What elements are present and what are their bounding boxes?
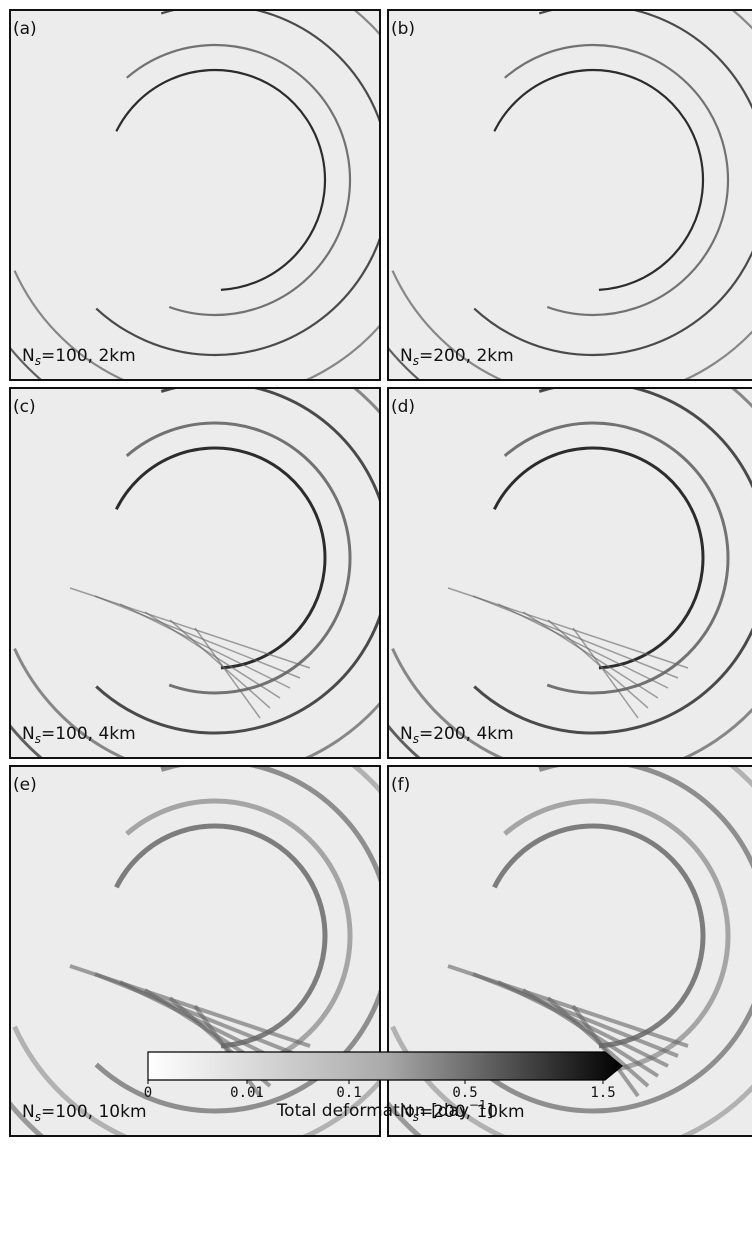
label-base: N: [22, 1102, 35, 1122]
label-sup: −1: [469, 1098, 487, 1112]
panel-label: Ns=100, 10km: [22, 1102, 147, 1124]
panel-letter: (e): [13, 775, 37, 795]
panel-letter: (f): [391, 775, 410, 795]
label-rest: =200, 2km: [419, 346, 514, 366]
label-base: N: [400, 724, 413, 744]
label-close: ]: [487, 1101, 494, 1121]
panel-grid: (a)Ns=100, 2km(b)Ns=200, 2km(c)Ns=100, 4…: [0, 0, 752, 1201]
panel: (b)Ns=200, 2km: [328, 0, 752, 445]
panel: (f)Ns=200, 10km: [328, 702, 752, 1201]
colorbar-tick-label: 0: [144, 1085, 152, 1101]
colorbar-tick-label: 0.01: [230, 1085, 264, 1101]
label-rest: =100, 10km: [41, 1102, 147, 1122]
label-base: N: [22, 346, 35, 366]
background: [388, 10, 752, 380]
panel-letter: (b): [391, 19, 415, 39]
label-base: N: [400, 346, 413, 366]
colorbar-tick-label: 0.1: [336, 1085, 361, 1101]
panel-image: [328, 0, 752, 445]
colorbar-label: Total deformation [day−1]: [276, 1098, 494, 1121]
panel-letter: (a): [13, 19, 37, 39]
panel-letter: (c): [13, 397, 36, 417]
background: [388, 388, 752, 758]
panel-letter: (d): [391, 397, 415, 417]
label-rest: =100, 2km: [41, 346, 136, 366]
panel: (d)Ns=200, 4km: [328, 324, 752, 823]
label-text: Total deformation [day: [276, 1101, 469, 1121]
label-base: N: [22, 724, 35, 744]
colorbar-tick-label: 1.5: [590, 1085, 615, 1101]
label-rest: =100, 4km: [41, 724, 136, 744]
figure: (a)Ns=100, 2km(b)Ns=200, 2km(c)Ns=100, 4…: [0, 0, 752, 1235]
label-rest: =200, 4km: [419, 724, 514, 744]
colorbar-bar: [148, 1052, 622, 1080]
